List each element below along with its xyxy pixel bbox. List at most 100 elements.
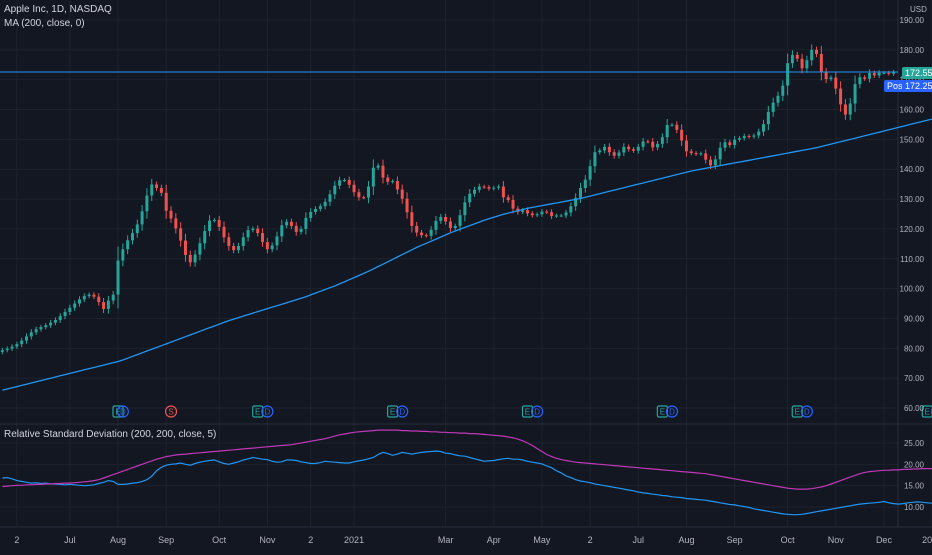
price-tick-label: 180.00 xyxy=(900,46,925,55)
candle-body xyxy=(863,77,867,79)
candle-body xyxy=(574,197,578,207)
earnings-badge-frame xyxy=(921,405,932,418)
candle-body xyxy=(347,179,351,185)
event-badge-label: E xyxy=(390,408,395,417)
event-badge-earnings[interactable]: E xyxy=(521,405,534,418)
rsd-legend[interactable]: Relative Standard Deviation (200, 200, c… xyxy=(4,429,217,440)
time-tick-label: Sep xyxy=(158,535,174,545)
candle-body xyxy=(10,346,14,349)
candle-body xyxy=(212,219,216,221)
candle-body xyxy=(174,218,178,229)
candle-body xyxy=(227,237,231,246)
candle-body xyxy=(612,152,616,156)
candle-body xyxy=(511,199,515,209)
price-tick-label: 140.00 xyxy=(900,165,925,174)
candle-body xyxy=(718,147,722,160)
time-tick-label: Aug xyxy=(110,535,126,545)
candle-body xyxy=(256,228,260,234)
time-tick-label: 2022 xyxy=(922,535,932,545)
event-badge-earnings[interactable]: E xyxy=(791,405,803,418)
event-badge-earnings[interactable]: E xyxy=(112,405,124,418)
candle-body xyxy=(839,88,843,105)
event-badge-label: E xyxy=(795,408,800,417)
candle-body xyxy=(135,224,139,234)
event-badge-dividend[interactable]: D xyxy=(930,406,932,417)
event-badge-earnings[interactable]: E xyxy=(252,405,264,418)
candle-body xyxy=(285,221,289,226)
last-price-tag: 172.55 xyxy=(902,67,932,79)
candle-body xyxy=(747,136,751,138)
candle-body xyxy=(208,220,212,232)
candle-body xyxy=(482,186,486,188)
event-badge-dividend[interactable]: D xyxy=(261,405,274,418)
event-badge-label: D xyxy=(669,408,675,417)
rsd-axis[interactable]: 10.00 15.00 20.00 25.00 xyxy=(904,439,925,512)
event-badge-label: D xyxy=(804,408,810,417)
candle-body xyxy=(660,137,664,144)
candle-body xyxy=(598,150,602,153)
symbol-legend[interactable]: Apple Inc, 1D, NASDAQ xyxy=(4,4,112,15)
candle-body xyxy=(232,245,236,251)
event-badge-label: D xyxy=(264,408,270,417)
event-badge-earnings[interactable]: E xyxy=(656,405,668,418)
dividend-badge-frame xyxy=(665,405,679,418)
candle-body xyxy=(217,219,221,227)
price-tick-label: 150.00 xyxy=(900,135,925,144)
candle-body xyxy=(559,215,563,217)
time-tick-label: Jul xyxy=(633,535,645,545)
rsd-series-1 xyxy=(2,450,932,516)
time-axis[interactable]: 2 Jul Aug Sep Oct Nov 2 2021 Mar Apr May 2 Jul Aug Sep… xyxy=(14,535,932,545)
candle-body xyxy=(800,58,804,69)
candle-body xyxy=(34,329,38,333)
candle-body xyxy=(333,185,337,195)
badges-layer[interactable]: EDSEDEDEDEDEDED xyxy=(112,405,932,418)
candle-body xyxy=(463,202,467,216)
candle-body xyxy=(656,143,660,148)
price-tick-label: 190.00 xyxy=(900,16,925,25)
event-badge-dividend[interactable]: D xyxy=(116,405,129,418)
price-tick-label: 110.00 xyxy=(900,255,924,264)
candle-body xyxy=(641,141,645,147)
event-badge-dividend[interactable]: D xyxy=(396,405,409,418)
event-badge-label: D xyxy=(120,408,126,417)
candle-body xyxy=(179,228,183,241)
candle-body xyxy=(458,215,462,226)
candle-body xyxy=(323,201,327,207)
candle-body xyxy=(665,125,669,138)
ma-legend[interactable]: MA (200, close, 0) xyxy=(4,18,85,29)
candle-body xyxy=(762,124,766,132)
event-badge-dividend[interactable]: D xyxy=(531,405,544,418)
candle-body xyxy=(371,167,375,187)
candle-body xyxy=(453,225,457,229)
candle-body xyxy=(439,216,443,221)
time-tick-label: Jul xyxy=(64,535,76,545)
dividend-badge-frame xyxy=(396,405,409,418)
candle-body xyxy=(843,104,847,115)
candle-body xyxy=(376,165,380,168)
candle-body xyxy=(728,142,732,146)
earnings-badge-frame xyxy=(252,405,264,418)
time-tick-label: Nov xyxy=(828,535,845,545)
candle-body xyxy=(280,225,284,237)
candle-body xyxy=(521,210,525,212)
candle-body xyxy=(424,235,428,237)
candle-body xyxy=(554,215,558,217)
candle-body xyxy=(145,195,149,212)
event-badge-dividend[interactable]: D xyxy=(800,405,813,418)
candle-body xyxy=(106,300,110,309)
candle-body xyxy=(169,210,173,219)
candle-body xyxy=(429,229,433,236)
event-badge-split[interactable]: S xyxy=(164,405,178,418)
candle-body xyxy=(102,302,106,309)
candle-body xyxy=(63,311,67,317)
candle-body xyxy=(0,350,4,352)
event-badge-earnings[interactable]: E xyxy=(387,405,399,418)
event-badge-label: D xyxy=(534,408,540,417)
event-badge-earnings[interactable]: E xyxy=(921,405,932,418)
price-tick-label: 130.00 xyxy=(900,195,925,204)
candle-body xyxy=(405,198,409,213)
event-badge-dividend[interactable]: D xyxy=(665,405,679,418)
price-tick-label: 70.00 xyxy=(904,374,925,383)
